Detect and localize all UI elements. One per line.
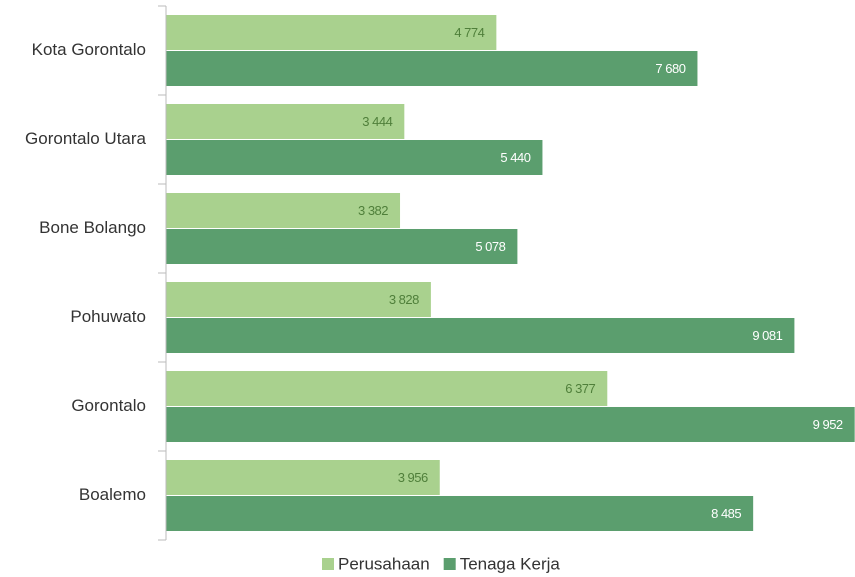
y-tick-label: Pohuwato (70, 307, 146, 326)
bar (166, 140, 543, 175)
y-tick-label: Bone Bolango (39, 218, 146, 237)
y-tick-label: Kota Gorontalo (32, 40, 146, 59)
bar (166, 318, 795, 353)
value-label: 3 382 (358, 203, 388, 218)
y-tick-label: Gorontalo (71, 396, 146, 415)
legend-swatch (322, 558, 334, 570)
legend-label: Tenaga Kerja (460, 554, 561, 573)
legend-swatch (443, 558, 456, 570)
value-label: 5 078 (475, 239, 505, 254)
value-label: 7 680 (655, 61, 685, 76)
bar (166, 407, 855, 442)
bar (166, 193, 401, 228)
value-label: 3 828 (389, 292, 419, 307)
bar (166, 371, 608, 406)
bar (166, 282, 431, 317)
bar (166, 51, 698, 86)
value-label: 4 774 (454, 25, 484, 40)
bar (166, 460, 440, 495)
bar (166, 15, 497, 50)
value-label: 8 485 (711, 506, 741, 521)
bar (166, 104, 405, 139)
value-label: 3 956 (398, 470, 428, 485)
value-label: 5 440 (500, 150, 530, 165)
y-tick-label: Gorontalo Utara (25, 129, 146, 148)
value-label: 3 444 (362, 114, 392, 129)
value-label: 9 081 (752, 328, 782, 343)
y-tick-label: Boalemo (79, 485, 146, 504)
legend-label: Perusahaan (338, 554, 430, 573)
bar (166, 229, 518, 264)
bar (166, 496, 754, 531)
value-label: 9 952 (813, 417, 843, 432)
value-label: 6 377 (565, 381, 595, 396)
